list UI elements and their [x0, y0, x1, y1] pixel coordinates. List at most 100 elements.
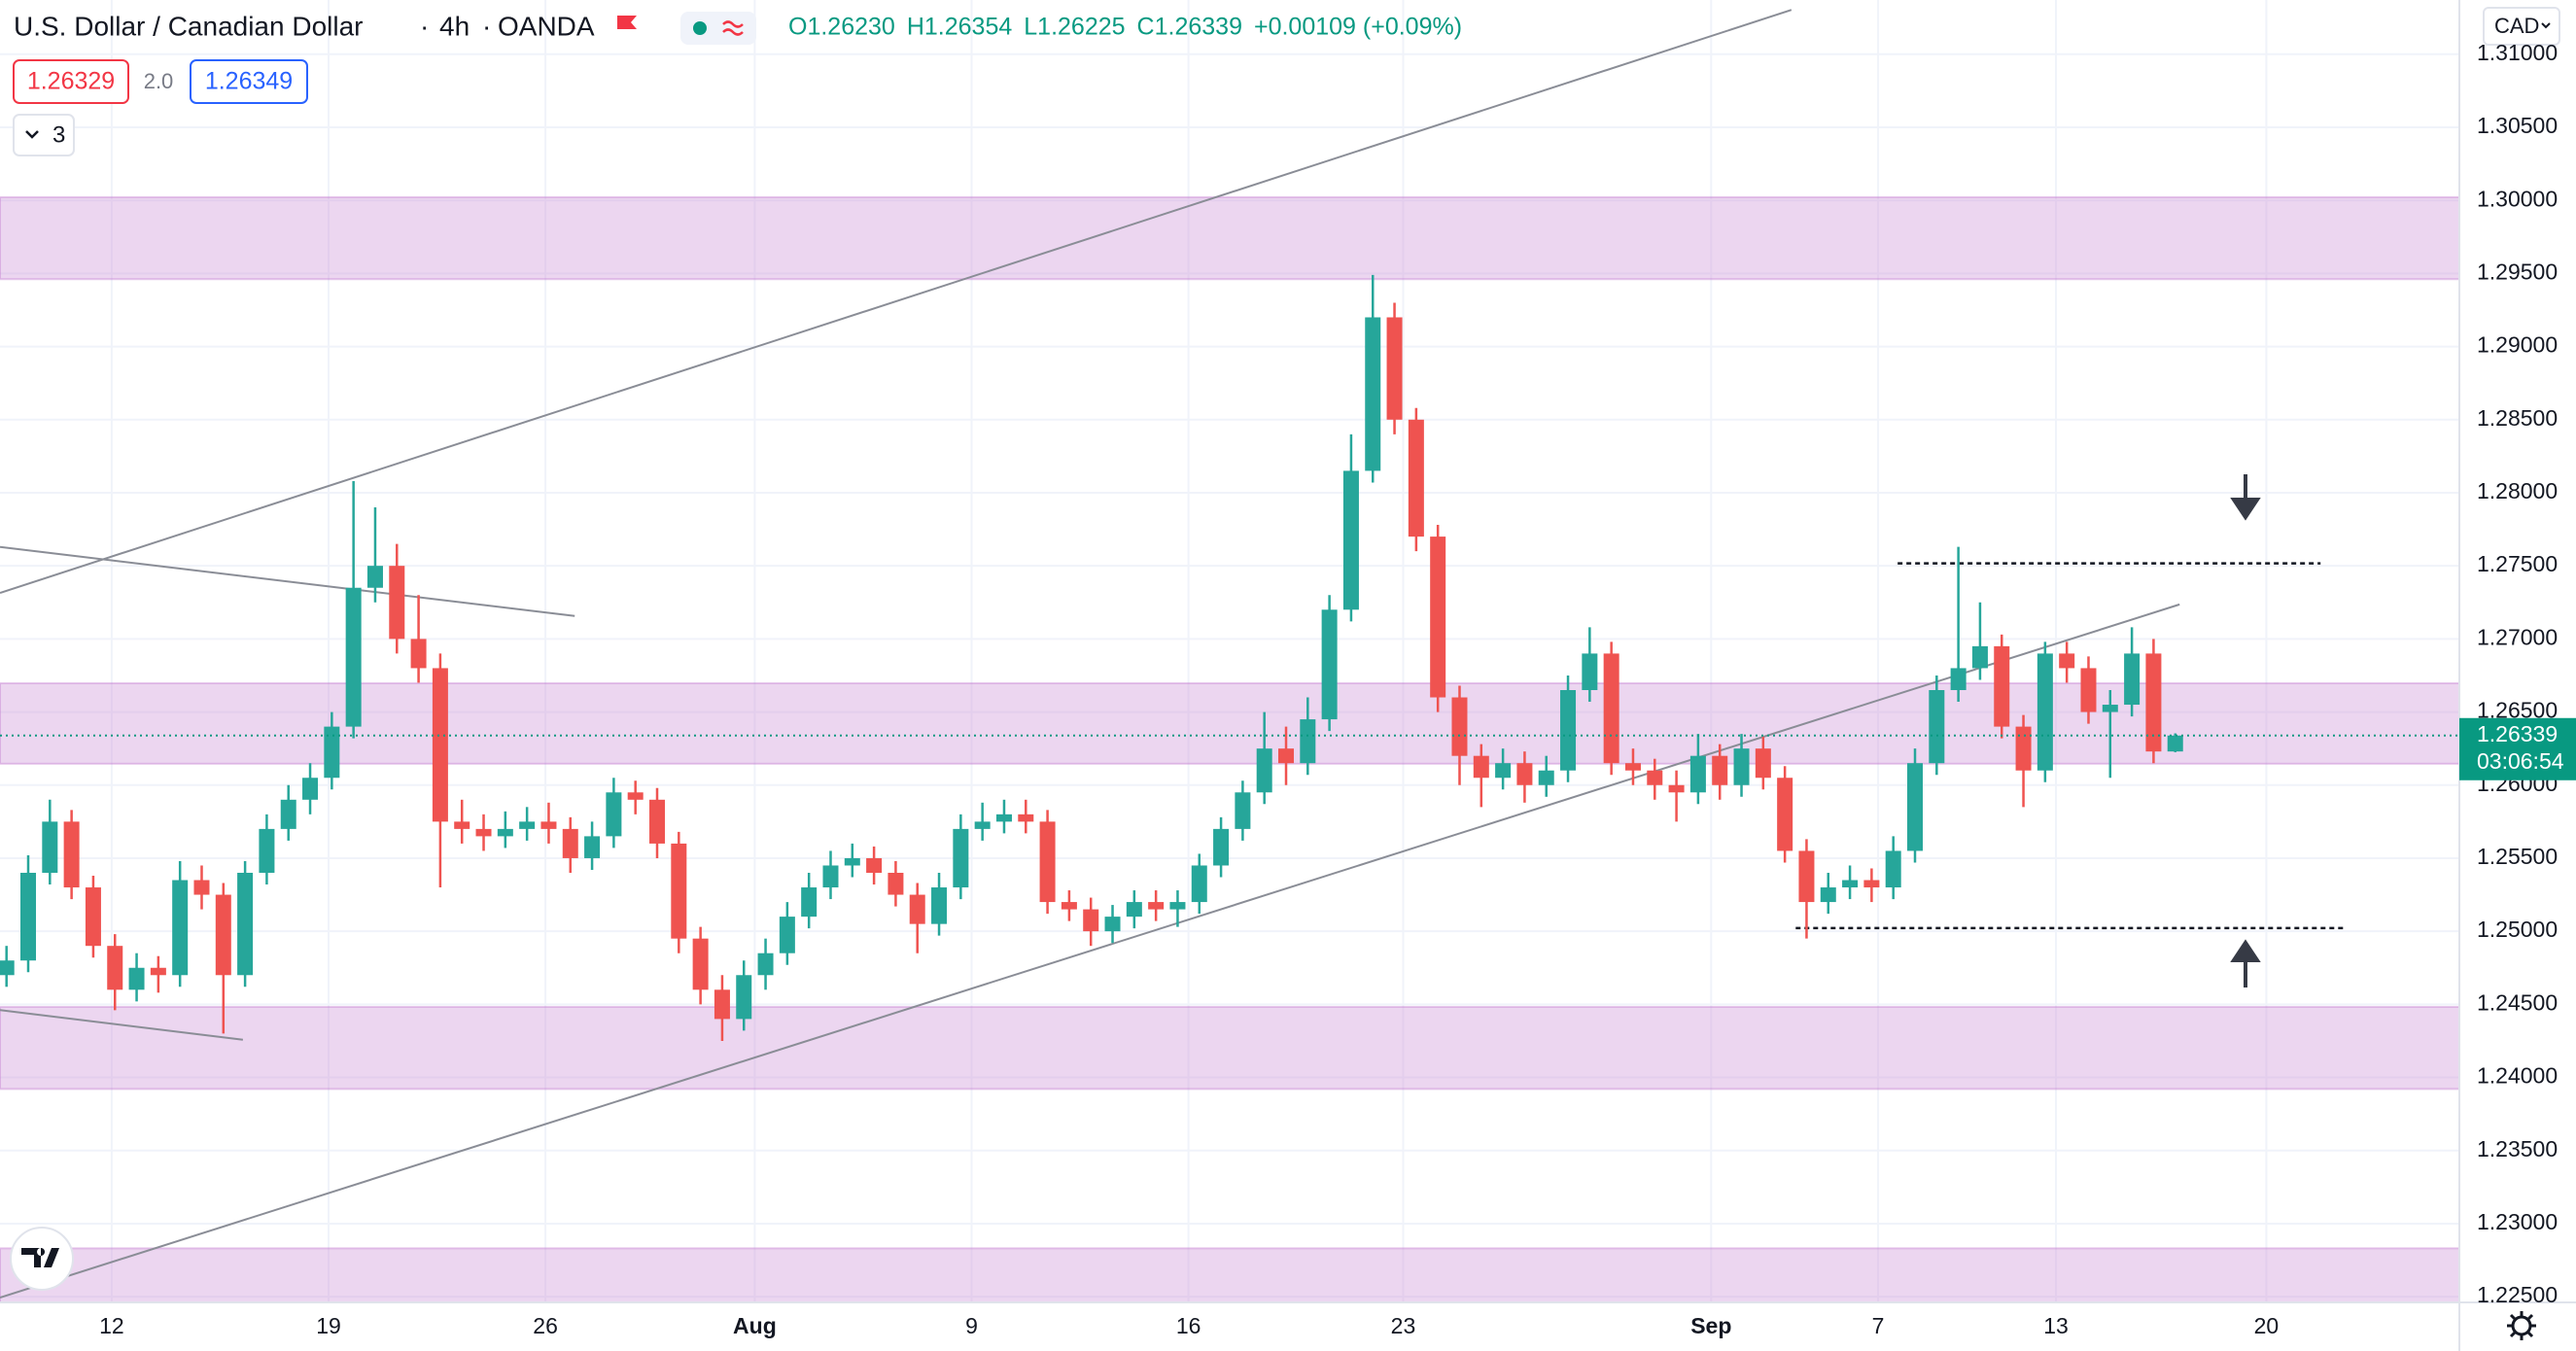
- candle-body: [1256, 748, 1272, 793]
- candle-body: [671, 843, 687, 939]
- indicators-toggle[interactable]: [13, 114, 75, 156]
- candle-body: [736, 975, 752, 1020]
- y-tick-label: 1.31000: [2477, 40, 2558, 65]
- y-tick-label: 1.24500: [2477, 989, 2558, 1015]
- candle-body: [1668, 784, 1685, 793]
- x-tick-label: 23: [1391, 1313, 1416, 1338]
- candle-body: [801, 887, 818, 918]
- chevron: [25, 130, 39, 139]
- candle-body: [366, 566, 383, 588]
- ohlc-value: C1.26339: [1137, 14, 1242, 41]
- y-tick-label: 1.29500: [2477, 259, 2558, 284]
- x-tick-label: Aug: [733, 1313, 777, 1338]
- candle-body: [215, 894, 231, 976]
- candle-body: [42, 821, 58, 873]
- y-tick-label: 1.27500: [2477, 551, 2558, 576]
- candle-body: [1300, 719, 1316, 764]
- logo-mark: [21, 1248, 59, 1267]
- candle-body: [237, 872, 254, 976]
- candle-body: [1495, 763, 1512, 779]
- candle-body: [128, 967, 145, 990]
- trendline: [0, 545, 575, 617]
- candle-body: [1624, 763, 1641, 771]
- candle-body: [1386, 317, 1403, 420]
- candle-body: [2124, 653, 2141, 706]
- flag-icon[interactable]: [617, 16, 637, 29]
- y-tick-label: 1.30500: [2477, 113, 2558, 138]
- candle-body: [1538, 770, 1554, 785]
- last-price-label: 1.26339: [2477, 721, 2558, 746]
- candle-body: [1039, 821, 1056, 903]
- countdown: 03:06:54: [2477, 748, 2564, 774]
- candle-body: [1777, 778, 1793, 851]
- y-tick-label: 1.23000: [2477, 1209, 2558, 1234]
- zone: [0, 1005, 2460, 1091]
- ohlc-value: +0.00109 (+0.09%): [1254, 14, 1462, 41]
- logo[interactable]: [10, 1227, 74, 1291]
- candle-body: [1712, 755, 1728, 785]
- exchange: OANDA: [498, 11, 595, 41]
- candle-body: [1148, 902, 1165, 910]
- candle-body: [844, 857, 860, 866]
- candle-body: [475, 828, 492, 837]
- ohlc-value: L1.26225: [1024, 14, 1125, 41]
- symbol: U.S. Dollar / Canadian Dollar: [14, 11, 364, 41]
- candle-body: [2102, 705, 2118, 712]
- candle-body: [259, 828, 275, 873]
- sell-button[interactable]: [13, 59, 129, 104]
- currency[interactable]: CAD: [2494, 14, 2539, 38]
- settings-gear[interactable]: [2507, 1311, 2536, 1340]
- candle-body: [497, 828, 513, 837]
- status-dot: [693, 21, 707, 35]
- candle-body: [1907, 763, 1924, 851]
- candle-body: [779, 917, 795, 953]
- y-tick-label: 1.28500: [2477, 405, 2558, 431]
- separator: ·: [482, 11, 491, 41]
- candle-body: [1018, 814, 1034, 822]
- y-tick-label: 1.22500: [2477, 1282, 2558, 1307]
- candle-body: [324, 726, 340, 779]
- candle-body: [931, 887, 948, 924]
- currency-select[interactable]: [2483, 7, 2560, 46]
- x-tick-label: 13: [2043, 1313, 2069, 1338]
- candle-body: [389, 566, 405, 640]
- buy-button[interactable]: [190, 59, 308, 104]
- trendline: [0, 1009, 243, 1041]
- sell-price[interactable]: 1.26329: [27, 68, 115, 95]
- zone: [0, 195, 2460, 281]
- candle-body: [1321, 609, 1338, 720]
- candle-body: [2059, 653, 2075, 669]
- x-tick-label: 9: [965, 1313, 978, 1338]
- y-tick-label: 1.30000: [2477, 186, 2558, 211]
- x-tick-label: 26: [533, 1313, 558, 1338]
- separator: ·: [420, 11, 429, 41]
- candle-body: [540, 821, 557, 829]
- candle-body: [2145, 653, 2162, 752]
- candle-body: [432, 668, 448, 822]
- x-tick-label: 20: [2254, 1313, 2280, 1338]
- candle-body: [757, 953, 774, 976]
- y-tick-label: 1.23500: [2477, 1136, 2558, 1161]
- axes: 1.22500 1.23000 1.23500 1.24000 1.24500 1.250…: [99, 40, 2576, 1338]
- candle-body: [20, 872, 37, 961]
- candle-body: [1083, 909, 1099, 932]
- candle-body: [1798, 850, 1815, 903]
- candle-body: [1820, 887, 1836, 903]
- candle-body: [1755, 748, 1771, 779]
- x-tick-label: 16: [1176, 1313, 1201, 1338]
- buy-price[interactable]: 1.26349: [205, 68, 293, 95]
- candle-body: [2167, 735, 2183, 752]
- indicator-pill[interactable]: [680, 12, 756, 45]
- candle-body: [584, 836, 601, 858]
- trendline: [0, 603, 2180, 1299]
- candle-body: [974, 821, 991, 829]
- y-tick-label: 1.28000: [2477, 478, 2558, 503]
- x-tick-label: 7: [1872, 1313, 1885, 1338]
- candle-body: [193, 880, 210, 895]
- candle-body: [562, 828, 578, 858]
- candle-body: [280, 799, 296, 829]
- candle-body: [519, 821, 536, 829]
- candle-body: [150, 967, 166, 976]
- candle-body: [649, 799, 666, 844]
- y-tick-label: 1.25500: [2477, 844, 2558, 869]
